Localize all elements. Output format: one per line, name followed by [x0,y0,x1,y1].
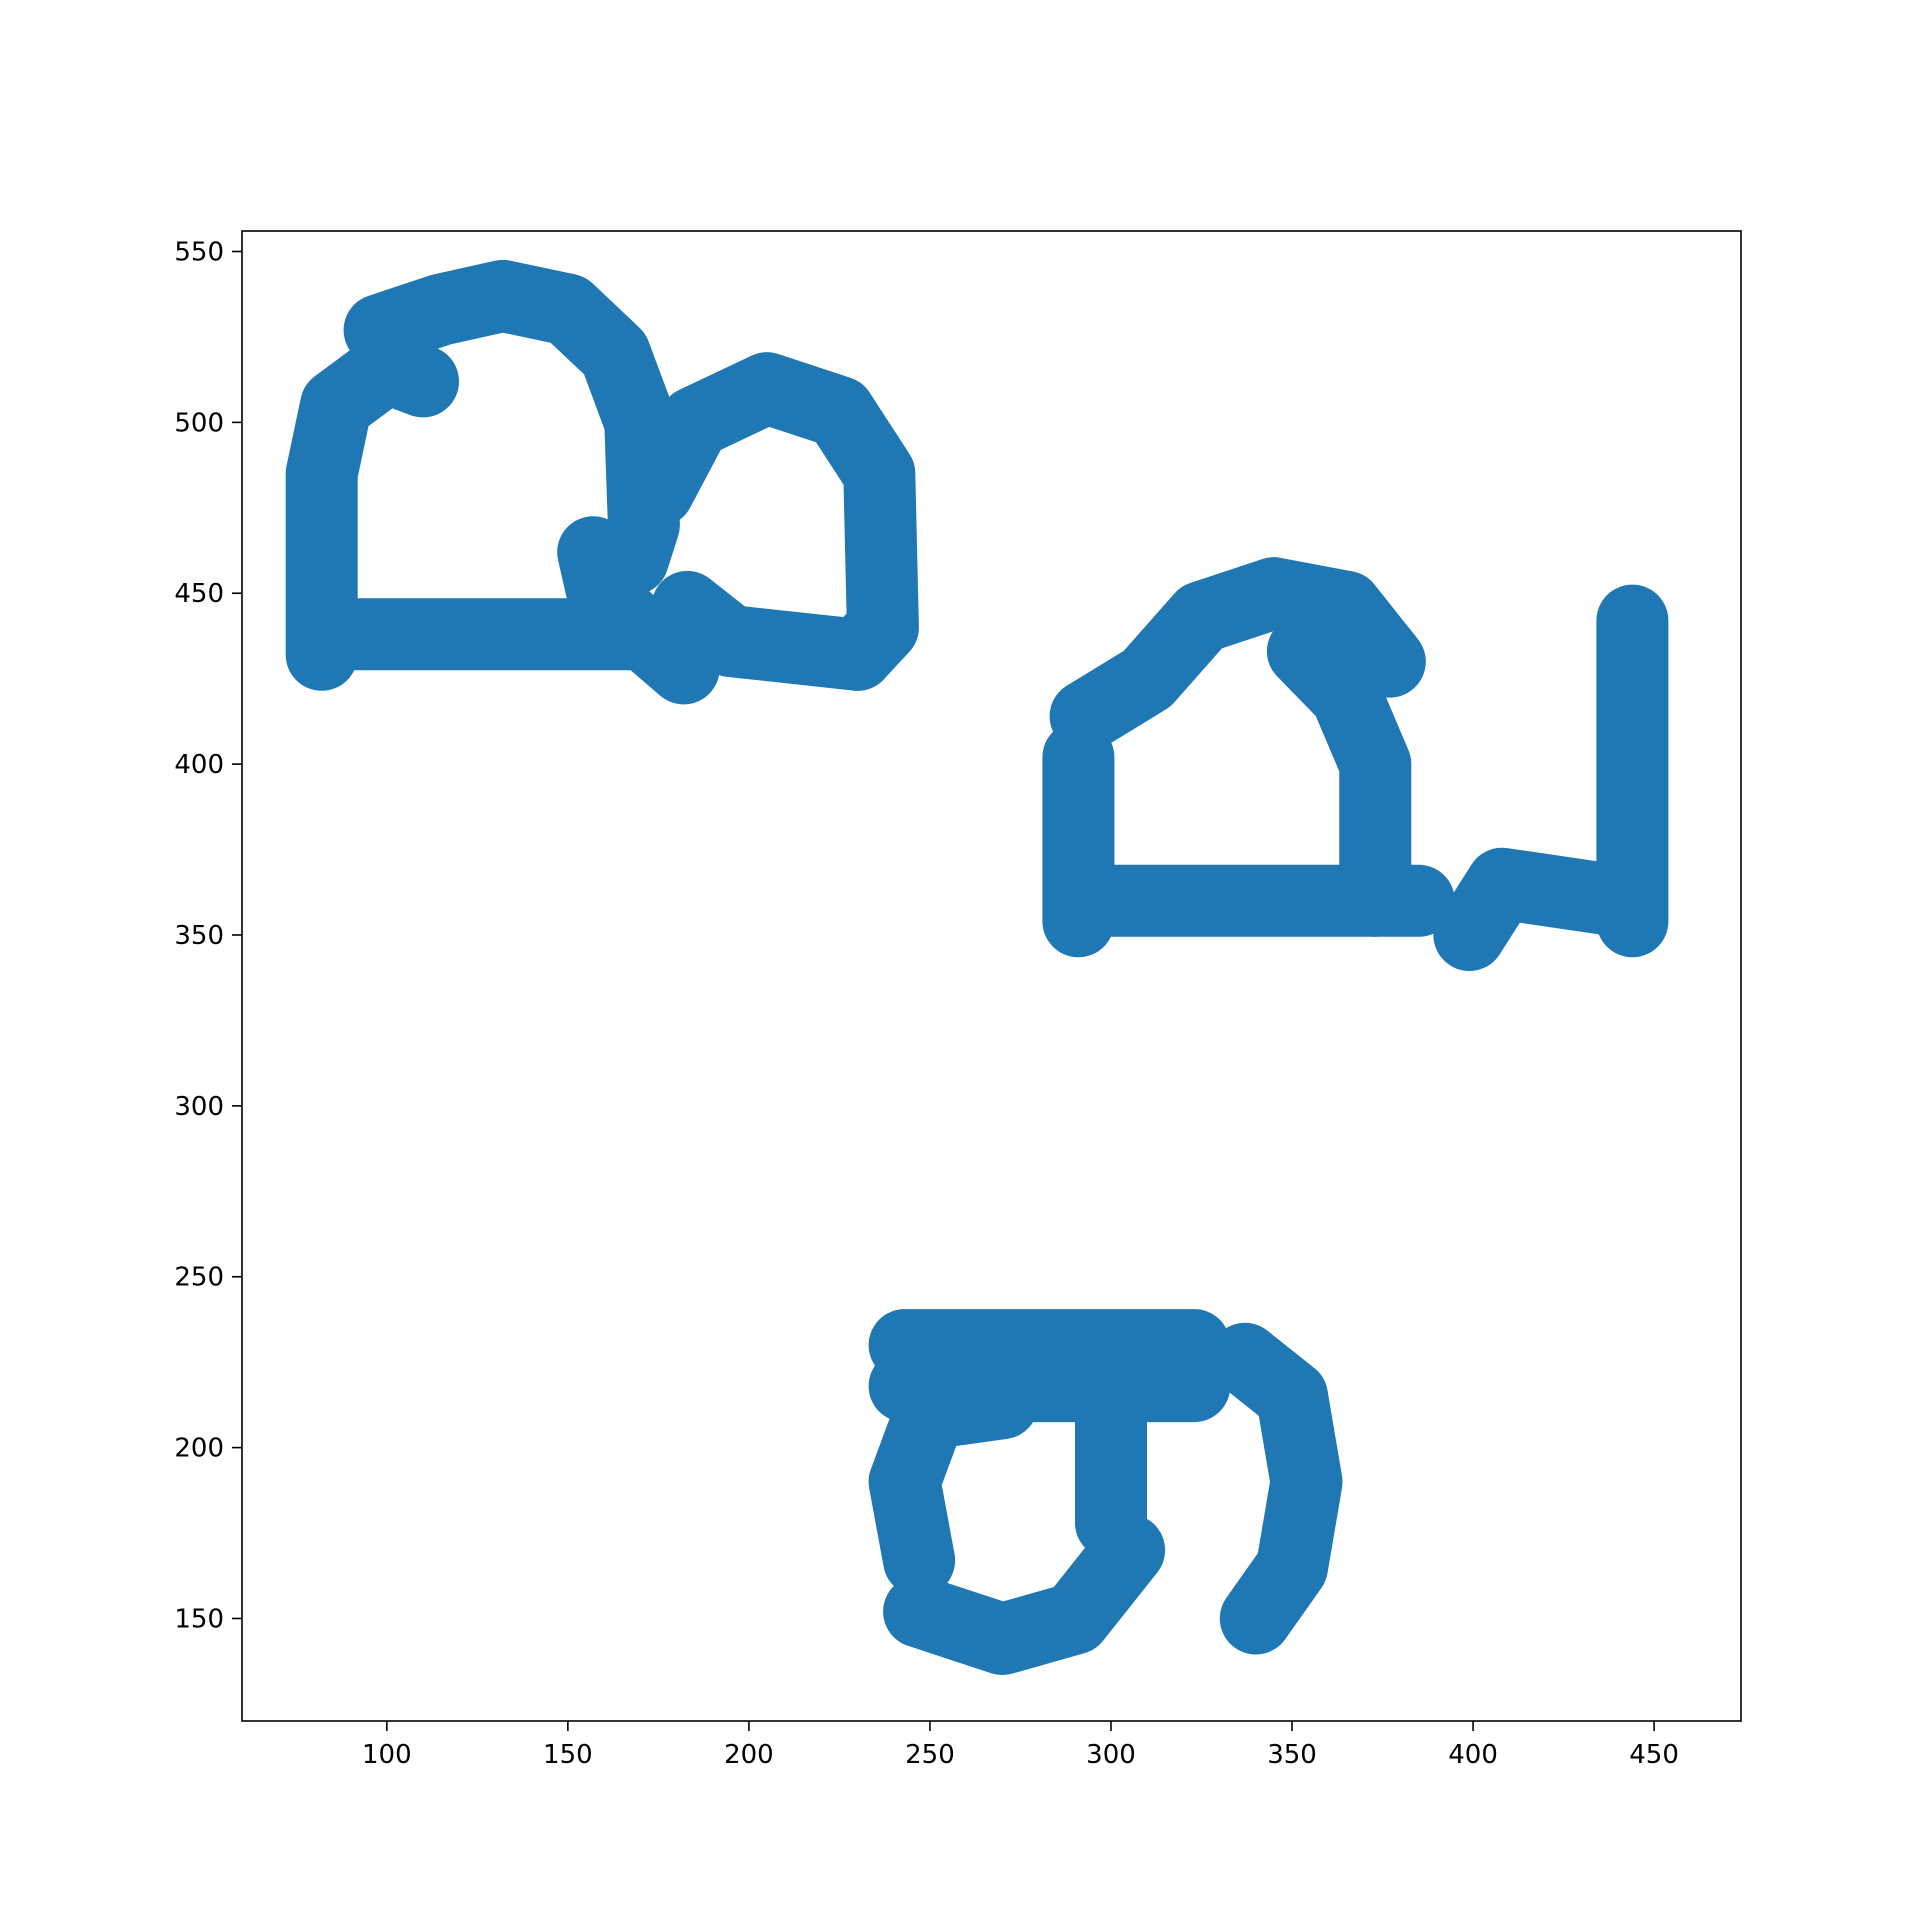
y-tick-label: 150 [174,1604,224,1634]
y-tick-label: 350 [174,921,224,951]
x-tick-label: 200 [724,1740,774,1770]
data-stroke-0-16 [1209,1322,1343,1655]
y-tick-label: 250 [174,1263,224,1293]
data-stroke-0-12 [868,1309,1231,1423]
y-tick-label: 300 [174,1092,224,1122]
x-tick-label: 350 [1267,1740,1317,1770]
data-stroke-0-4 [622,352,919,691]
y-axis: 150 200 250 300 350 400 450 500 550 [174,238,242,1634]
x-tick-label: 150 [543,1740,593,1770]
y-tick-label: 500 [174,408,224,438]
data-marks [285,259,1669,1675]
x-tick-label: 400 [1448,1740,1498,1770]
x-tick-label: 100 [362,1740,412,1770]
y-tick-label: 550 [174,238,224,268]
x-tick-label: 250 [905,1740,955,1770]
data-stroke-0-5 [651,570,894,691]
data-stroke-0-0 [285,331,459,691]
x-tick-label: 450 [1629,1740,1679,1770]
data-stroke-0-8 [1049,557,1426,753]
y-tick-label: 450 [174,579,224,609]
data-stroke-0-15 [883,1514,1166,1675]
data-stroke-0-9 [1266,615,1412,937]
x-tick-label: 300 [1086,1740,1136,1770]
data-stroke-0-14 [868,1367,1039,1597]
y-tick-label: 400 [174,750,224,780]
x-axis: 100 150 200 250 300 350 400 450 [362,1721,1679,1770]
axes-frame [241,230,1742,1722]
data-stroke-0-10 [1433,847,1654,971]
y-tick-label: 200 [174,1434,224,1464]
data-stroke-0-3 [557,516,720,705]
